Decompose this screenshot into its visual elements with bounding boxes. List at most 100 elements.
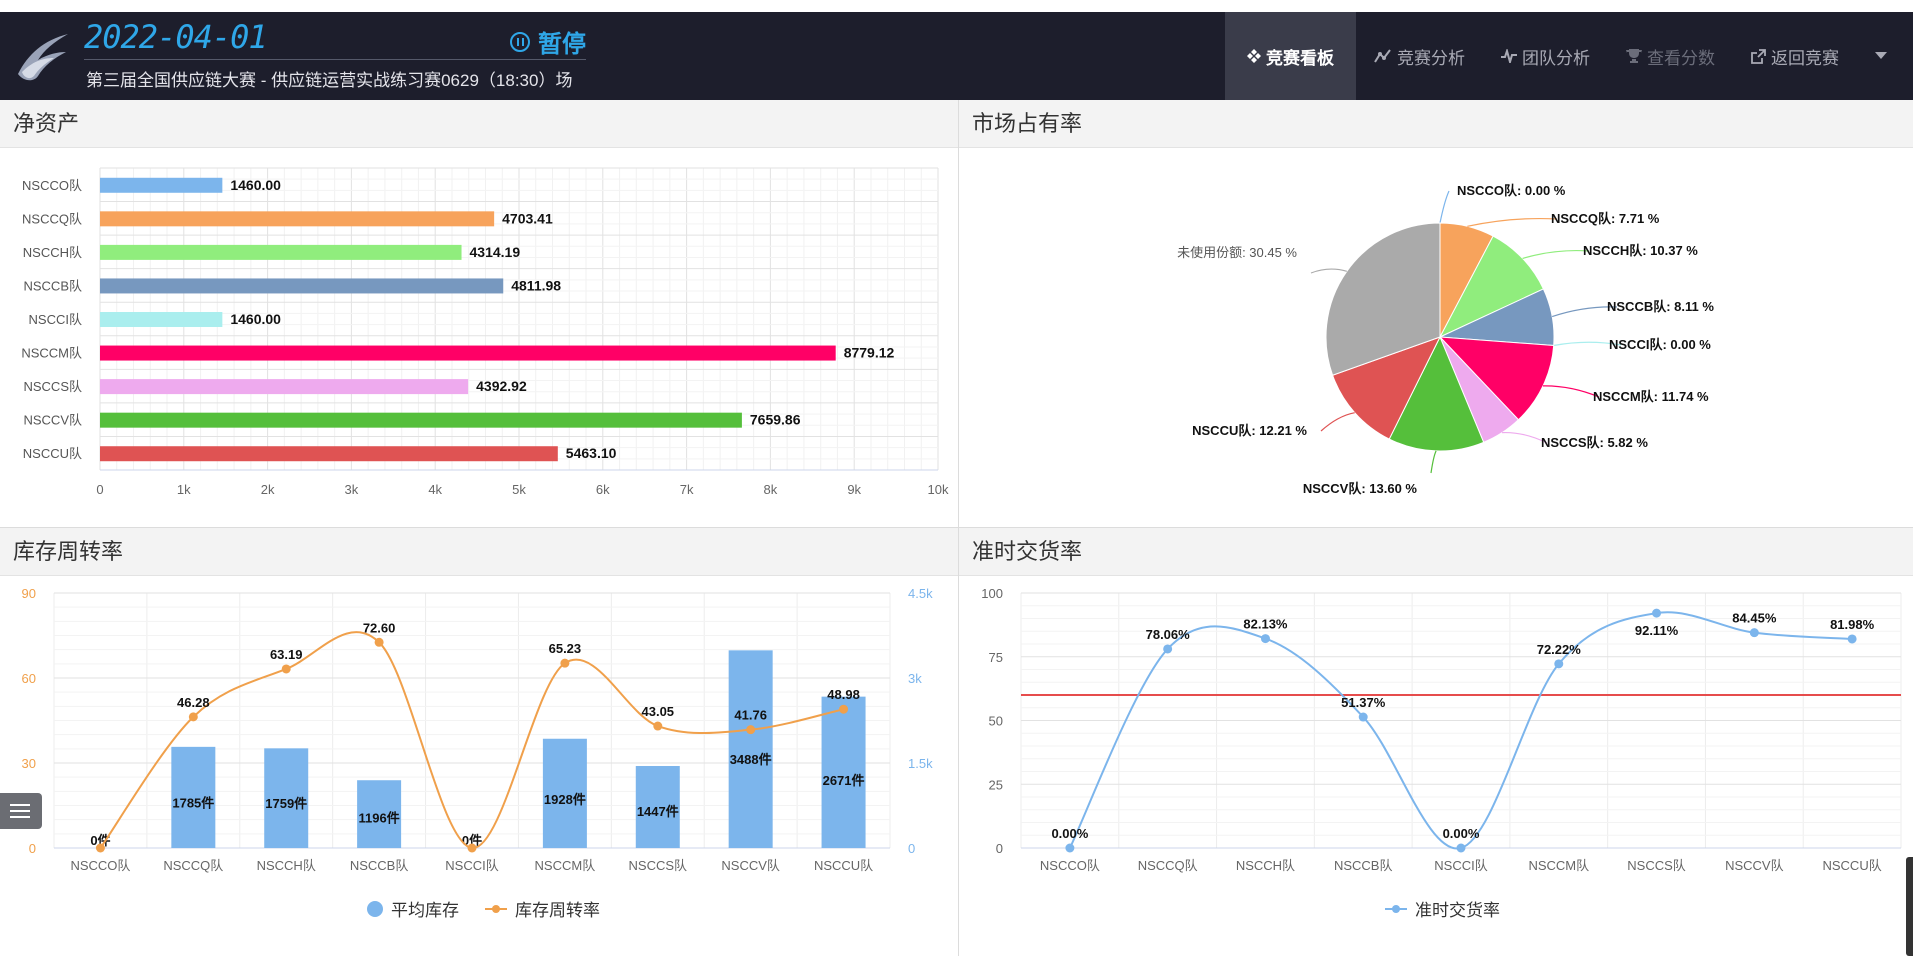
on-time-delivery-chart: 0 25 50 75 100 NSCCO队 NSCCQ队 NSCCH队 NSCCB队 NSCCI队… — [981, 586, 1902, 873]
line-chart-icon — [1374, 49, 1391, 63]
x-tick-label: NSCCQ队 — [163, 858, 223, 873]
legend-avg-inventory[interactable]: 平均库存 — [367, 896, 459, 921]
scrollbar-handle[interactable] — [1906, 857, 1913, 956]
x-tick-label: NSCCM队 — [1528, 858, 1589, 873]
turnover-point — [374, 637, 384, 647]
nav-view-scores: 查看分数 — [1608, 12, 1733, 100]
pie-label: NSCCO队: 0.00 % — [1457, 183, 1566, 198]
line-data-label: 0.00% — [1443, 826, 1480, 841]
legend-turnover-label: 库存周转率 — [515, 901, 600, 920]
x-tick-label: NSCCM队 — [535, 858, 596, 873]
pie-connector — [1502, 432, 1548, 444]
data-label: 8779.12 — [844, 345, 895, 361]
inventory-bar — [264, 748, 309, 848]
turnover-point — [281, 664, 291, 674]
legend-turnover[interactable]: 库存周转率 — [485, 896, 600, 921]
line-data-label: 43.05 — [642, 704, 675, 719]
on-time-delivery-title: 准时交货率 — [959, 528, 1913, 576]
main-nav: 竞赛看板 竞赛分析 团队分析 查看分数 返回竞赛 — [1225, 12, 1913, 100]
inventory-turnover-title: 库存周转率 — [0, 528, 958, 576]
bar-nscco — [100, 177, 223, 193]
x-tick-label: NSCCU队 — [1822, 858, 1881, 873]
legend-on-time-rate[interactable]: 准时交货率 — [1385, 896, 1500, 921]
bar-data-label: 1759件 — [265, 796, 307, 811]
x-tick-label: 5k — [512, 482, 526, 497]
x-tick-label: 8k — [764, 482, 778, 497]
x-tick-label: 4k — [428, 482, 442, 497]
y-tick-label: 25 — [989, 777, 1003, 792]
x-tick-label: NSCCO队 — [70, 858, 130, 873]
pie-label: NSCCU队: 12.21 % — [1192, 423, 1307, 438]
bar-data-label: 1447件 — [637, 804, 679, 819]
data-label: 1460.00 — [230, 177, 281, 193]
on-time-point — [1260, 634, 1270, 644]
x-tick-label: 9k — [847, 482, 861, 497]
inventory-turnover-chart: 0 30 60 90 0 1.5k 3k 4.5k NSCCO队 0件 NSCCQ队 1785件 NSC… — [22, 586, 934, 873]
net-assets-panel: 净资产 NSCCO队 1460.00 NSCCQ队 4703.41 NSCCH队 4314… — [0, 100, 958, 527]
pause-button[interactable]: 暂停 — [510, 24, 586, 59]
nav-team-analysis[interactable]: 团队分析 — [1483, 12, 1608, 100]
side-menu-button[interactable] — [0, 793, 42, 829]
y-tick-label: 50 — [989, 714, 1003, 729]
legend-line-icon — [485, 904, 507, 913]
turnover-point — [467, 843, 477, 853]
nav-back-to-competition[interactable]: 返回竞赛 — [1733, 12, 1857, 100]
turnover-point — [839, 704, 849, 714]
bar-nsccm — [100, 345, 836, 361]
app-header: 2022-04-01 暂停 第三届全国供应链大赛 - 供应链运营实战练习赛062… — [0, 12, 1913, 100]
turnover-point — [188, 712, 198, 722]
data-label: 4392.92 — [476, 378, 527, 394]
y-tick-label: NSCCM队 — [21, 346, 82, 361]
y-right-tick-label: 3k — [908, 671, 922, 686]
x-tick-label: 10k — [928, 482, 949, 497]
pie-connector — [1430, 450, 1437, 474]
on-time-point — [1358, 712, 1368, 722]
nav-dashboard[interactable]: 竞赛看板 — [1225, 12, 1356, 100]
x-tick-label: NSCCI队 — [445, 858, 498, 873]
y-tick-label: 0 — [996, 841, 1003, 856]
legend-on-time-rate-label: 准时交货率 — [1415, 901, 1500, 920]
x-tick-label: NSCCB队 — [1334, 858, 1393, 873]
pie-connector — [1439, 190, 1450, 224]
y-tick-label: 100 — [981, 586, 1003, 601]
pie-label: NSCCQ队: 7.71 % — [1551, 211, 1660, 226]
on-time-line — [1068, 611, 1853, 850]
x-tick-label: 7k — [680, 482, 694, 497]
on-time-point — [1554, 659, 1564, 669]
y-left-tick-label: 90 — [22, 586, 36, 601]
x-tick-label: 3k — [345, 482, 359, 497]
y-tick-label: NSCCV队 — [23, 413, 82, 428]
line-data-label: 78.06% — [1146, 627, 1191, 642]
x-tick-label: 2k — [261, 482, 275, 497]
legend-line-icon — [1385, 904, 1407, 913]
inventory-bar — [728, 650, 773, 848]
line-data-label: 72.60 — [363, 620, 396, 635]
line-data-label: 92.11% — [1635, 623, 1679, 638]
net-assets-title: 净资产 — [0, 100, 958, 148]
data-label: 5463.10 — [566, 445, 617, 461]
bar-nsccv — [100, 412, 742, 428]
data-label: 1460.00 — [230, 311, 281, 327]
nav-competition-analysis[interactable]: 竞赛分析 — [1356, 12, 1483, 100]
bar-data-label: 1928件 — [544, 792, 586, 807]
x-tick-label: NSCCS队 — [1627, 858, 1686, 873]
inventory-bar — [171, 746, 216, 848]
nav-more-dropdown[interactable] — [1857, 12, 1913, 100]
data-label: 4314.19 — [470, 244, 521, 260]
y-tick-label: NSCCO队 — [22, 178, 82, 193]
pie-label: NSCCV队: 13.60 % — [1303, 481, 1418, 496]
pie-connector — [1467, 217, 1558, 227]
bar-data-label: 3488件 — [730, 752, 772, 767]
y-tick-label: NSCCI队 — [29, 312, 82, 327]
turnover-point — [653, 721, 663, 731]
y-right-tick-label: 1.5k — [908, 756, 933, 771]
bar-data-label: 2671件 — [823, 773, 865, 788]
line-data-label: 0.00% — [1051, 826, 1088, 841]
bar-nscci — [100, 312, 223, 327]
line-data-label: 46.28 — [177, 695, 210, 710]
y-left-tick-label: 60 — [22, 671, 36, 686]
on-time-point — [1456, 843, 1466, 853]
y-tick-label: NSCCH队 — [23, 245, 82, 260]
pie-label: NSCCM队: 11.74 % — [1593, 389, 1709, 404]
bar-nsccu — [100, 446, 558, 462]
